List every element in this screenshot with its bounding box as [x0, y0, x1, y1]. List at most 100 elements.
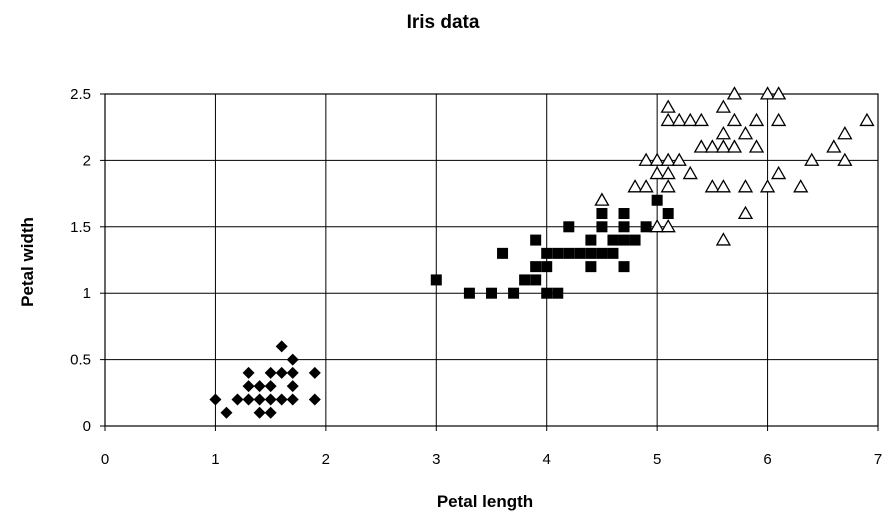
- y-tick-label: 0.5: [70, 352, 91, 369]
- data-point-triangle: [748, 112, 765, 127]
- data-point-triangle: [649, 152, 665, 166]
- x-tick-label: 6: [763, 451, 771, 468]
- y-tick-label: 2.5: [70, 86, 91, 103]
- y-tick-label: 0: [83, 418, 91, 435]
- data-point-square: [563, 221, 575, 233]
- data-point-triangle: [594, 192, 610, 206]
- data-point-triangle: [837, 126, 853, 140]
- data-point-diamond: [242, 393, 255, 406]
- data-point-triangle: [649, 165, 665, 180]
- data-point-triangle: [682, 112, 698, 127]
- data-point-triangle: [715, 99, 732, 113]
- data-point-diamond: [231, 393, 244, 406]
- data-point-diamond: [242, 380, 255, 393]
- x-tick-label: 1: [211, 451, 219, 468]
- data-point-triangle: [693, 139, 709, 153]
- data-point-square: [574, 247, 586, 259]
- data-point-triangle: [726, 86, 743, 100]
- x-tick-label: 3: [432, 451, 440, 468]
- data-point-triangle: [826, 139, 842, 153]
- data-point-square: [662, 208, 674, 220]
- data-point-square: [541, 287, 553, 299]
- plot-border: [104, 93, 879, 427]
- data-point-triangle: [660, 179, 676, 193]
- x-axis-label: Petal length: [436, 492, 534, 511]
- data-point-triangle: [660, 218, 676, 233]
- data-point-diamond: [220, 406, 233, 419]
- data-point-square: [618, 234, 630, 246]
- data-point-diamond: [264, 406, 277, 419]
- data-point-triangle: [715, 126, 732, 140]
- data-point-square: [618, 208, 630, 220]
- x-tick-label: 2: [322, 451, 330, 468]
- data-point-diamond: [286, 393, 299, 406]
- data-point-square: [618, 221, 630, 233]
- x-tick-label: 5: [653, 451, 661, 468]
- data-point-square: [508, 287, 520, 299]
- y-tick-label: 2: [83, 152, 91, 169]
- data-point-square: [640, 221, 652, 233]
- data-point-diamond: [286, 353, 299, 366]
- data-point-diamond: [253, 406, 266, 419]
- data-point-triangle: [660, 112, 676, 127]
- data-point-diamond: [308, 366, 321, 379]
- data-point-triangle: [837, 152, 853, 166]
- data-point-square: [541, 261, 553, 273]
- x-tick-label: 4: [543, 451, 551, 468]
- data-point-square: [530, 261, 542, 273]
- data-point-square: [552, 287, 564, 299]
- y-axis-label: Petal width: [18, 217, 37, 307]
- data-point-diamond: [242, 366, 255, 379]
- data-point-square: [563, 247, 575, 259]
- data-point-square: [596, 221, 608, 233]
- data-point-square: [497, 247, 509, 259]
- x-tick-label: 0: [101, 451, 109, 468]
- data-point-square: [585, 261, 597, 273]
- data-point-triangle: [715, 232, 732, 246]
- data-point-triangle: [804, 152, 820, 166]
- data-point-triangle: [671, 112, 687, 127]
- y-tick-label: 1.5: [70, 219, 91, 236]
- data-point-square: [607, 234, 619, 246]
- data-point-square: [618, 261, 630, 273]
- data-point-triangle: [704, 179, 720, 193]
- data-point-triangle: [627, 179, 643, 193]
- data-point-diamond: [264, 366, 277, 379]
- data-point-diamond: [308, 393, 321, 406]
- data-point-square: [541, 247, 553, 259]
- data-point-triangle: [671, 152, 687, 166]
- data-point-triangle: [759, 179, 776, 193]
- data-point-square: [552, 247, 564, 259]
- data-point-triangle: [770, 112, 787, 127]
- data-point-triangle: [770, 165, 787, 180]
- data-point-triangle: [737, 179, 754, 193]
- data-point-diamond: [253, 393, 266, 406]
- data-point-triangle: [715, 139, 732, 153]
- data-point-triangle: [660, 165, 676, 180]
- data-point-square: [607, 247, 619, 259]
- data-point-diamond: [253, 380, 266, 393]
- data-point-triangle: [682, 165, 698, 180]
- data-point-diamond: [286, 366, 299, 379]
- data-point-triangle: [859, 112, 875, 127]
- data-point-triangle: [638, 179, 654, 193]
- data-point-square: [430, 274, 442, 286]
- chart-title: Iris data: [406, 12, 480, 33]
- data-point-triangle: [737, 205, 754, 220]
- data-point-square: [463, 287, 475, 299]
- data-point-square: [585, 247, 597, 259]
- data-point-triangle: [737, 126, 754, 140]
- data-point-triangle: [759, 86, 776, 100]
- data-point-triangle: [770, 86, 787, 100]
- data-point-diamond: [275, 393, 288, 406]
- data-point-diamond: [264, 380, 277, 393]
- data-point-square: [596, 247, 608, 259]
- data-point-square: [530, 234, 542, 246]
- data-point-diamond: [209, 393, 222, 406]
- data-point-triangle: [649, 218, 665, 233]
- data-point-triangle: [660, 152, 676, 166]
- data-point-diamond: [286, 380, 299, 393]
- data-point-triangle: [704, 139, 720, 153]
